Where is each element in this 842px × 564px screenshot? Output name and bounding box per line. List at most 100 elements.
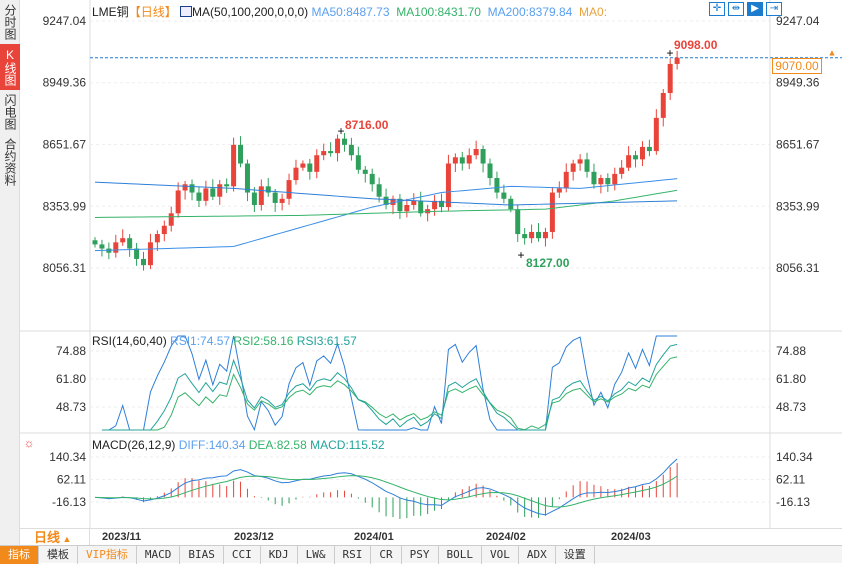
time-label: 2023/12 xyxy=(234,531,274,543)
tab-3[interactable]: MACD xyxy=(137,546,181,564)
high-label: 9098.00 xyxy=(674,38,718,52)
rsi-tick-right: 48.73 xyxy=(776,400,806,414)
tab-4[interactable]: BIAS xyxy=(180,546,224,564)
candle-body xyxy=(404,205,410,212)
crosshair-marker: + xyxy=(337,124,344,138)
tab-14[interactable]: 设置 xyxy=(556,546,595,564)
tab-13[interactable]: ADX xyxy=(519,546,556,564)
arrow-up-icon: ▲ xyxy=(828,48,837,58)
candle-body xyxy=(321,151,327,156)
candle-body xyxy=(418,200,424,214)
main-legend: LME铜【日线】 MA(50,100,200,0,0,0) MA50:8487.… xyxy=(92,3,607,20)
candle-body xyxy=(439,200,444,208)
sidebar-tab-flash[interactable]: 闪电图 xyxy=(3,94,17,130)
macd-tick-left: 62.11 xyxy=(57,472,86,486)
candle-body xyxy=(120,238,126,243)
rsi-legend-item: RSI2:58.16 xyxy=(233,334,296,348)
candle-body xyxy=(147,242,153,266)
candle-body xyxy=(127,238,133,249)
tab-12[interactable]: VOL xyxy=(482,546,519,564)
zoom-range-icon[interactable]: ⇹ xyxy=(728,2,744,16)
tab-10[interactable]: PSY xyxy=(402,546,439,564)
period-selector[interactable]: 日线 ▲ xyxy=(20,529,90,546)
y-tick-left: 8353.99 xyxy=(43,199,87,213)
rsi-tick-left: 48.73 xyxy=(56,400,86,414)
candle-body xyxy=(265,186,271,193)
rsi-legend-item: RSI1:74.57 xyxy=(170,334,233,348)
rsi-legend-item: RSI(14,60,40) xyxy=(92,334,170,348)
y-tick-left: 8651.67 xyxy=(43,138,87,152)
dea-line xyxy=(94,475,678,508)
candle-body xyxy=(619,167,625,174)
candle-body xyxy=(411,200,417,206)
macd-tick-right: 62.11 xyxy=(776,472,805,486)
candle-body xyxy=(293,167,299,181)
macd-legend-item: MACD:115.52 xyxy=(310,438,385,452)
candle-body xyxy=(238,144,244,164)
crosshair-icon[interactable]: ✛ xyxy=(709,2,725,16)
candle-body xyxy=(314,155,320,172)
rsi-legend: RSI(14,60,40) RSI1:74.57 RSI2:58.16 RSI3… xyxy=(92,334,357,348)
ma100-line xyxy=(94,189,678,218)
rsi-tick-left: 61.80 xyxy=(56,372,86,386)
period-label: 日线 xyxy=(34,530,61,545)
chart-canvas[interactable]: 9247.04 9247.04 8949.36 8949.36 8651.67 8651.… xyxy=(0,0,842,528)
rsi-line-1 xyxy=(101,335,678,432)
low-label: 8127.00 xyxy=(526,256,570,270)
settings-sun-icon: ☼ xyxy=(24,436,35,450)
macd-tick-left: 140.34 xyxy=(49,450,86,464)
tab-2[interactable]: VIP指标 xyxy=(78,546,137,564)
candle-body xyxy=(466,155,472,164)
candle-body xyxy=(341,138,347,145)
candle-body xyxy=(459,157,465,164)
candle-body xyxy=(584,159,590,172)
sidebar-tab-contract[interactable]: 合约资料 xyxy=(3,138,17,186)
y-tick-left: 8949.36 xyxy=(43,76,87,90)
tab-0[interactable]: 指标 xyxy=(0,546,39,564)
candle-body xyxy=(612,173,618,185)
ma-chart-icon xyxy=(180,6,193,17)
candle-body xyxy=(251,192,257,206)
candle-body xyxy=(605,178,611,185)
tab-11[interactable]: BOLL xyxy=(439,546,482,564)
goto-end-icon[interactable]: ⇥ xyxy=(766,2,782,16)
ma50-value: MA50:8487.73 xyxy=(311,5,390,19)
candle-body xyxy=(660,92,666,118)
candle-body xyxy=(154,234,160,243)
play-icon[interactable]: ▶ xyxy=(747,2,763,16)
ma200-line xyxy=(94,181,678,206)
macd-tick-left: -16.13 xyxy=(52,495,86,509)
tab-1[interactable]: 模板 xyxy=(39,546,78,564)
y-tick-right: 8949.36 xyxy=(776,76,820,90)
candle-body xyxy=(189,184,195,193)
tab-6[interactable]: KDJ xyxy=(261,546,298,564)
candle-body xyxy=(494,178,500,193)
symbol: LME铜 xyxy=(92,5,129,19)
y-tick-right: 8056.31 xyxy=(776,261,820,275)
crosshair-marker: + xyxy=(517,248,524,262)
y-tick-right: 9247.04 xyxy=(776,14,820,28)
diff-line xyxy=(94,458,678,516)
candle-body xyxy=(300,163,306,168)
sidebar-tab-kline[interactable]: K线图 xyxy=(0,44,20,90)
sidebar-tab-intraday[interactable]: 分时图 xyxy=(3,4,17,40)
candle-body xyxy=(487,163,493,179)
tab-9[interactable]: CR xyxy=(371,546,402,564)
candle-body xyxy=(210,188,216,197)
candle-body xyxy=(161,225,167,235)
candle-body xyxy=(570,163,576,172)
candle-body xyxy=(445,163,451,208)
candle-body xyxy=(390,198,396,206)
candle-body xyxy=(501,192,507,199)
tab-7[interactable]: LW& xyxy=(298,546,335,564)
tab-5[interactable]: CCI xyxy=(224,546,261,564)
candle-body xyxy=(536,231,542,239)
candle-body xyxy=(633,155,639,160)
candle-body xyxy=(549,192,555,232)
candle-body xyxy=(508,198,514,210)
candle-body xyxy=(626,155,632,168)
candle-body xyxy=(577,159,583,164)
candle-body xyxy=(397,198,403,212)
tab-8[interactable]: RSI xyxy=(335,546,372,564)
candle-body xyxy=(480,148,486,164)
